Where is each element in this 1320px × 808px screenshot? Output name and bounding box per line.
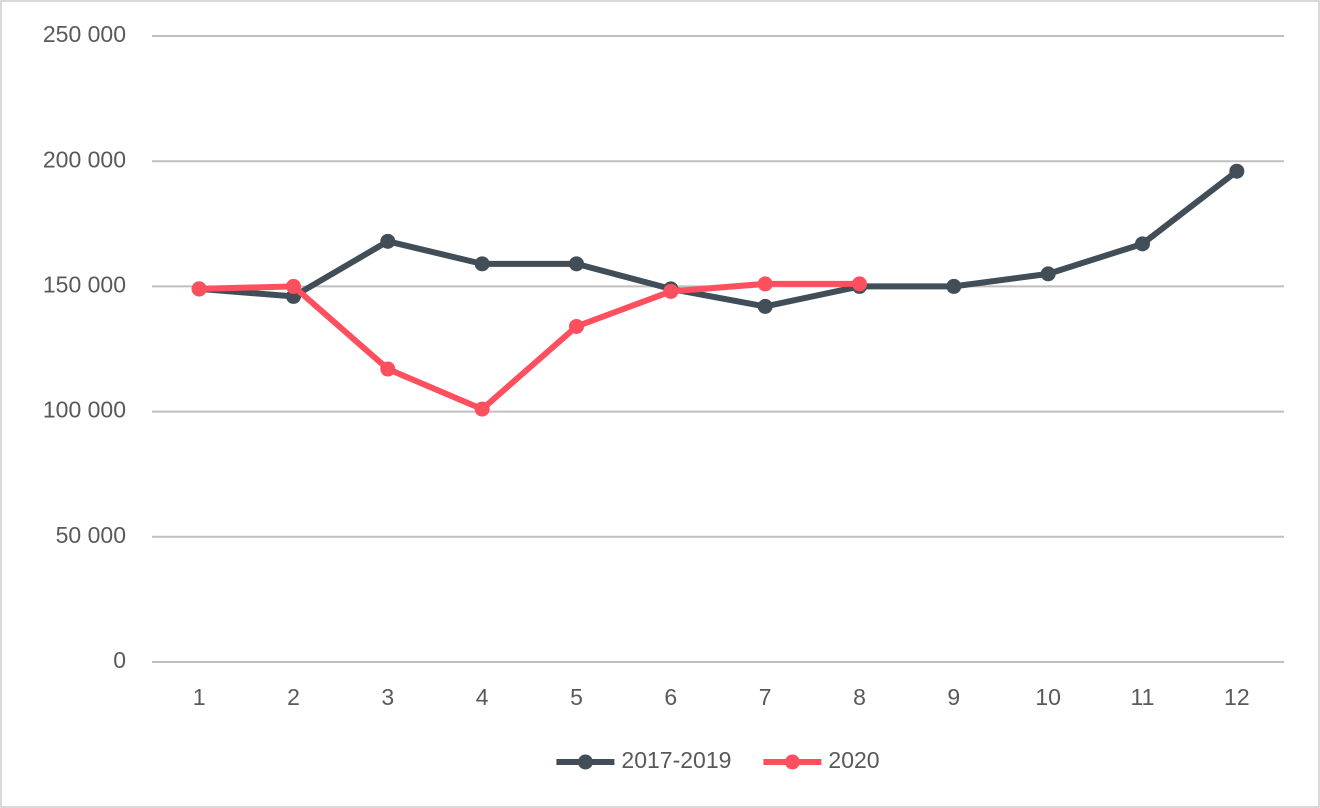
data-point [757,298,773,314]
x-tick-label: 1 [193,684,206,710]
data-point [474,256,490,272]
x-tick-label: 8 [853,684,866,710]
x-tick-label: 7 [759,684,772,710]
legend-label: 2017-2019 [621,747,731,773]
data-point [286,278,301,294]
x-tick-label: 12 [1224,684,1250,710]
x-tick-label: 6 [664,684,677,710]
x-tick-label: 9 [947,684,960,710]
x-tick-label: 11 [1131,684,1155,710]
data-point [380,233,396,249]
y-tick-label: 100 000 [43,397,126,423]
data-point [191,281,207,297]
x-tick-label: 3 [381,684,394,710]
data-point [1135,236,1150,252]
x-tick-label: 10 [1035,684,1061,710]
x-tick-label: 5 [570,684,583,710]
data-point [569,256,584,272]
data-point [380,361,396,377]
data-point [852,276,867,292]
legend: 2017-2019 2020 [556,747,880,773]
data-point [1229,163,1245,179]
data-point [663,283,679,299]
data-point [569,318,584,334]
y-tick-label: 0 [113,647,126,673]
data-point [946,278,962,294]
series-line [198,168,1239,310]
series-line [199,280,860,413]
x-tick-label: 2 [287,684,300,710]
y-tick-label: 150 000 [43,271,126,297]
data-point [474,401,490,417]
y-tick-label: 200 000 [43,146,126,172]
y-tick-label: 250 000 [43,21,126,47]
legend-marker [784,754,800,770]
x-tick-label: 4 [476,684,489,710]
legend-marker [577,754,593,770]
legend-label: 2020 [828,747,879,773]
data-point [1040,266,1056,282]
y-tick-label: 50 000 [56,522,126,548]
data-point [757,276,773,292]
